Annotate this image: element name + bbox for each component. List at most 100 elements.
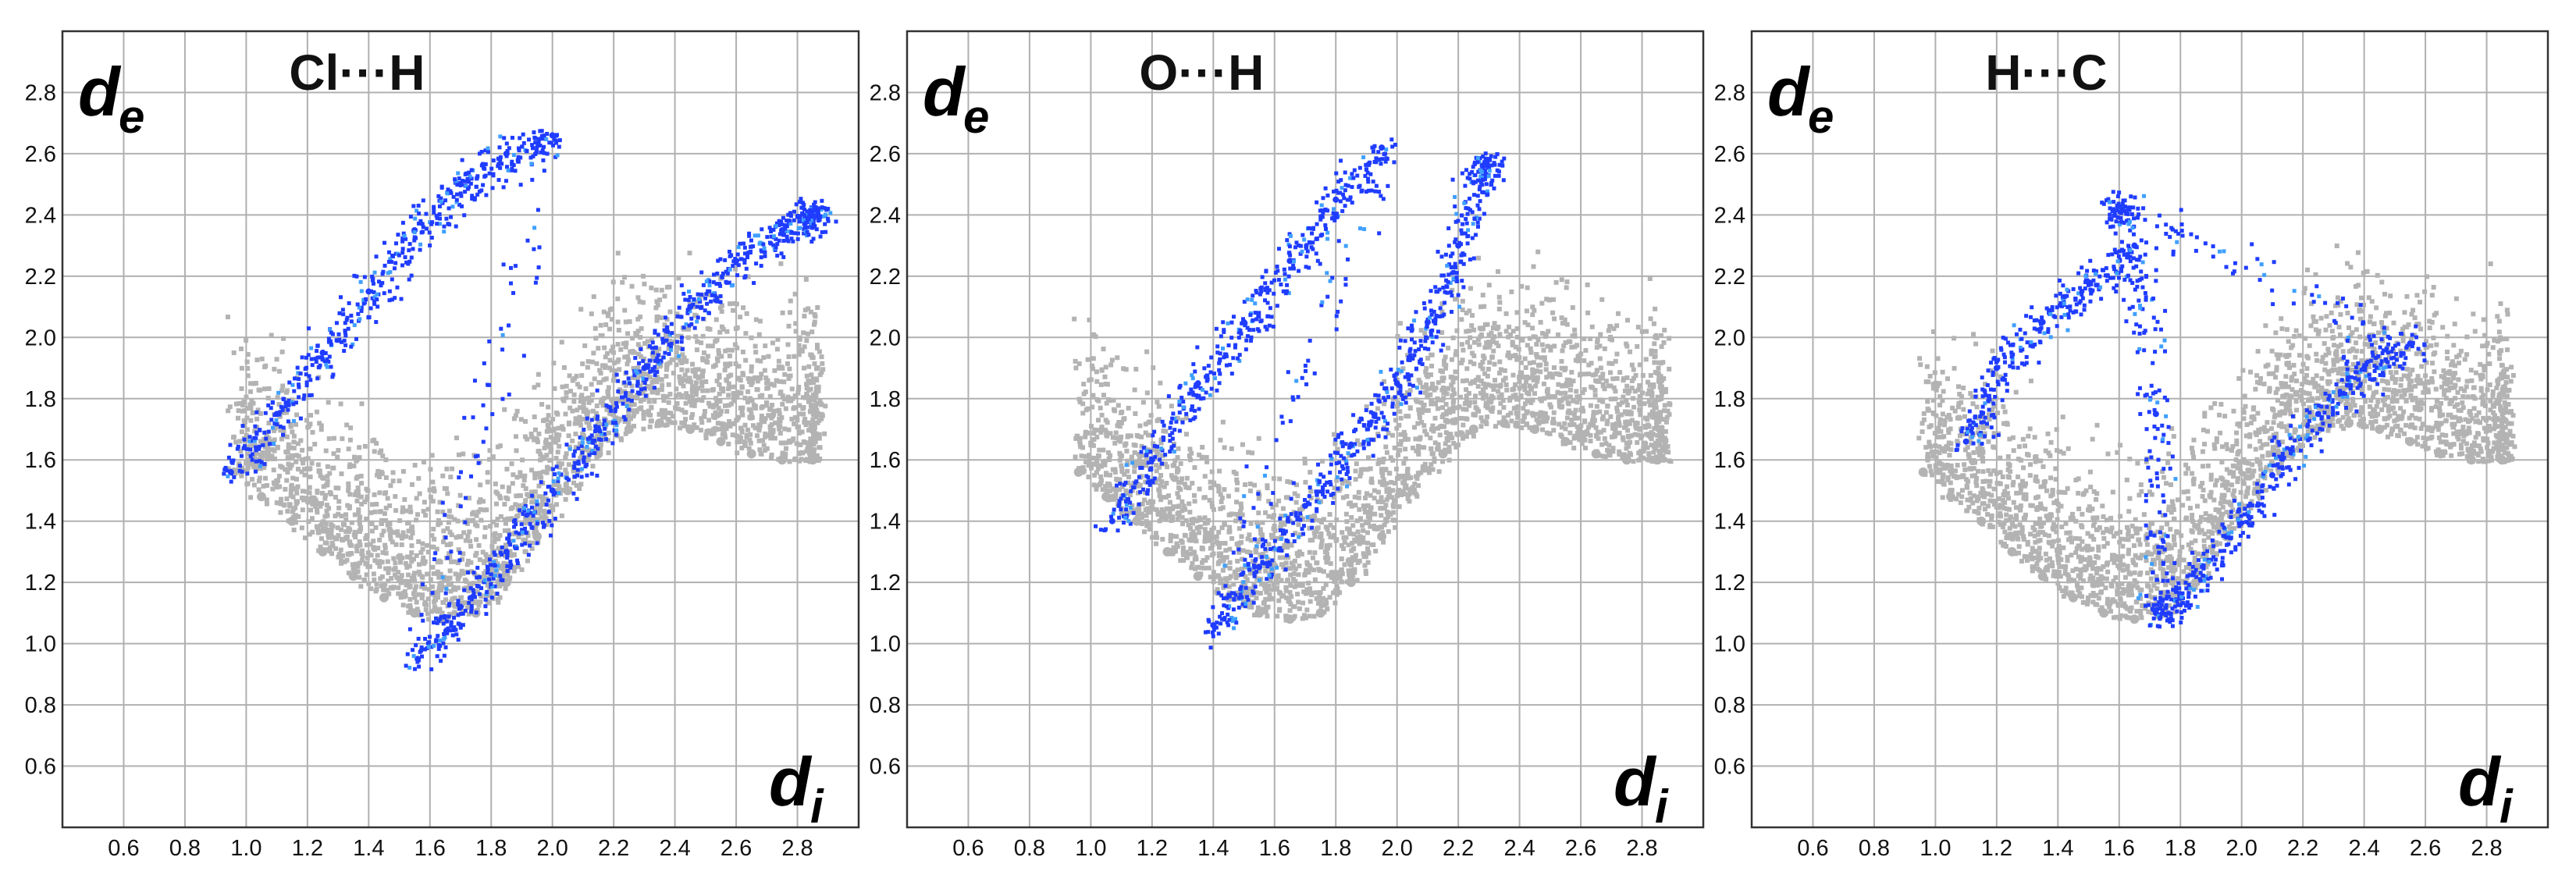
density-cell: [1302, 461, 1308, 466]
density-cell: [1159, 453, 1165, 458]
density-cell: [410, 529, 415, 535]
density-cell: [563, 468, 568, 473]
density-cell: [812, 319, 817, 325]
density-cell: [1148, 499, 1154, 504]
density-cell: [546, 413, 551, 418]
density-cell: [233, 439, 239, 445]
density-cell: [281, 425, 286, 430]
density-cell: [693, 380, 699, 386]
density-cell: [1170, 514, 1176, 520]
density-cell: [512, 525, 517, 529]
density-cell: [665, 411, 671, 416]
density-cell: [1204, 520, 1210, 525]
density-cell: [533, 527, 539, 532]
data-point: [549, 132, 556, 139]
density-cell: [1197, 486, 1202, 492]
density-cell: [626, 390, 632, 396]
density-cell: [670, 331, 674, 336]
density-cell: [810, 397, 816, 403]
density-cell: [1166, 514, 1172, 519]
density-cell: [448, 541, 454, 546]
density-cell: [1188, 546, 1194, 552]
density-cell: [436, 194, 441, 198]
density-cell: [1324, 557, 1329, 562]
density-cell: [1283, 544, 1289, 549]
density-cell: [606, 385, 611, 390]
density-cell: [387, 503, 393, 508]
x-tick-label: 2.6: [720, 836, 752, 861]
density-cell: [264, 501, 269, 507]
density-cell: [416, 636, 421, 641]
density-cell: [1214, 534, 1219, 539]
density-cell: [717, 372, 722, 378]
density-cell: [386, 527, 392, 532]
density-cell: [469, 610, 474, 614]
density-cell: [820, 361, 825, 366]
density-cell: [513, 502, 518, 507]
density-cell: [687, 399, 692, 404]
density-cell: [663, 350, 667, 355]
density-cell: [630, 350, 635, 355]
density-cell: [342, 559, 347, 564]
density-cell: [1175, 511, 1180, 517]
density-cell: [588, 436, 592, 440]
density-cell: [331, 451, 336, 457]
density-cell: [465, 517, 471, 523]
data-point: [1315, 608, 1325, 618]
data-point: [549, 487, 556, 494]
density-cell: [763, 434, 768, 439]
density-cell: [745, 400, 750, 405]
density-cell: [469, 474, 474, 478]
density-cell: [811, 407, 817, 413]
density-cell: [1151, 365, 1156, 371]
density-cell: [460, 609, 465, 614]
density-cell: [724, 377, 729, 382]
density-cell: [278, 410, 283, 414]
density-cell: [449, 532, 454, 538]
density-cell: [703, 308, 707, 313]
density-cell: [572, 449, 577, 453]
density-cell: [797, 429, 802, 435]
density-cell: [423, 513, 429, 518]
density-cell: [359, 501, 365, 507]
density-cell: [602, 418, 607, 423]
density-cell: [749, 450, 755, 455]
density-cell: [477, 151, 482, 156]
density-cell: [623, 344, 628, 350]
density-cell: [596, 446, 600, 451]
density-cell: [489, 567, 494, 573]
y-tick-label: 1.0: [25, 632, 56, 657]
density-cell: [454, 436, 460, 441]
density-cell: [749, 398, 755, 404]
density-cell: [1094, 457, 1100, 463]
density-cell: [382, 263, 387, 268]
density-cell: [515, 513, 521, 518]
density-cell: [1284, 595, 1290, 600]
density-cell: [315, 349, 319, 354]
density-cell: [464, 579, 469, 585]
density-cell: [816, 206, 820, 211]
density-cell: [543, 437, 549, 443]
density-cell: [497, 595, 503, 600]
density-cell: [382, 542, 388, 548]
density-cell: [326, 436, 332, 442]
density-cell: [551, 479, 556, 484]
density-cell: [497, 493, 503, 499]
density-cell: [1365, 546, 1371, 551]
density-cell: [614, 430, 619, 436]
density-cell: [439, 614, 443, 619]
density-cell: [728, 254, 732, 258]
density-cell: [722, 368, 728, 373]
density-cell: [717, 382, 722, 387]
density-cell: [541, 501, 546, 507]
density-cell: [239, 429, 244, 435]
density-cell: [759, 255, 763, 260]
density-cell: [764, 403, 770, 408]
density-cell: [1381, 539, 1386, 545]
density-cell: [473, 454, 478, 459]
density-cell: [454, 628, 458, 632]
density-cell: [1288, 583, 1293, 589]
density-cell: [1210, 542, 1215, 548]
density-cell: [596, 419, 602, 425]
density-cell: [1206, 517, 1212, 523]
